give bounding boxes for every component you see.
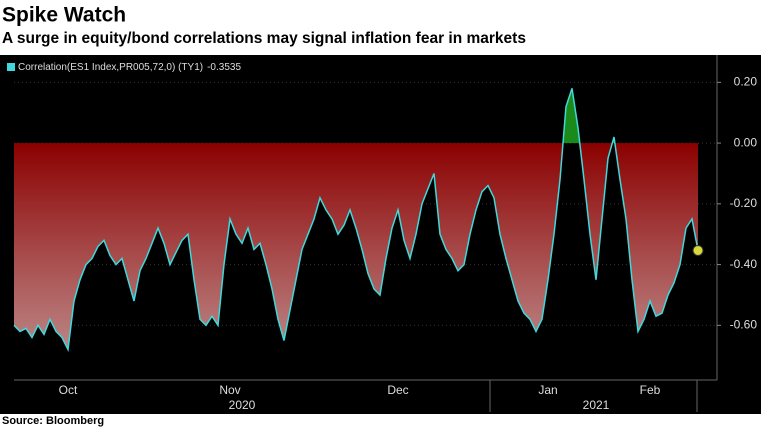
y-tick-label: -0.20 — [730, 196, 758, 210]
y-tick-label: 0.20 — [734, 75, 758, 89]
last-point-marker — [692, 244, 704, 256]
y-tick-label: -0.60 — [730, 317, 758, 331]
year-label: 2021 — [583, 398, 610, 412]
x-tick-label: Oct — [59, 383, 78, 397]
source: Source: Bloomberg — [2, 415, 104, 427]
x-tick-label: Feb — [640, 383, 661, 397]
legend-swatch — [7, 63, 15, 71]
chart-subtitle: A surge in equity/bond correlations may … — [2, 30, 526, 47]
x-tick-label: Nov — [219, 383, 240, 397]
series-line — [13, 88, 699, 353]
year-label: 2020 — [229, 398, 256, 412]
x-tick-label: Jan — [538, 383, 557, 397]
legend-value: -0.3535 — [207, 62, 241, 73]
legend: Correlation(ES1 Index,PR005,72,0) (TY1) … — [7, 62, 241, 73]
legend-label: Correlation(ES1 Index,PR005,72,0) (TY1) — [18, 62, 203, 73]
x-tick-label: Dec — [387, 383, 408, 397]
chart-title: Spike Watch — [2, 4, 126, 27]
y-tick-label: 0.00 — [734, 135, 758, 149]
y-tick-label: -0.40 — [730, 257, 758, 271]
